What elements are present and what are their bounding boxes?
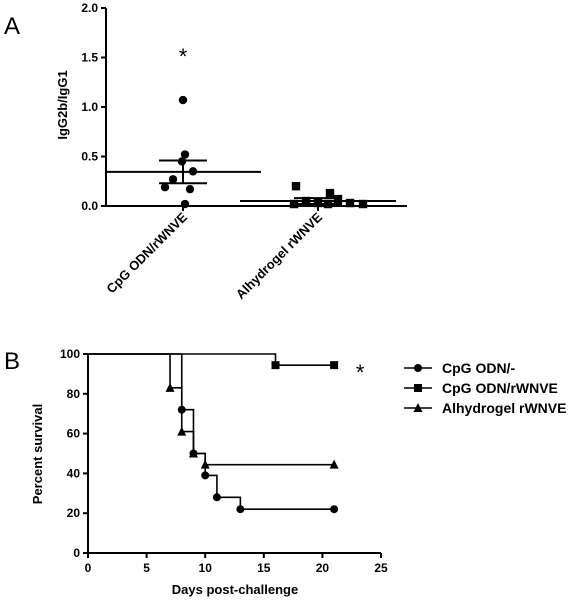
panel-a-data-point bbox=[325, 188, 335, 198]
panel-b-y-tick-label: 60 bbox=[67, 427, 81, 441]
panel-b-survival-curve bbox=[88, 353, 335, 466]
panel-a-x-tick-label: CpG ODN/rWNVE bbox=[103, 209, 190, 296]
panel-a-data-point bbox=[180, 150, 190, 159]
panel-b-x-tick-label: 15 bbox=[257, 561, 271, 575]
panel-a-data-point bbox=[345, 198, 355, 208]
panel-b-data-point bbox=[188, 448, 198, 458]
panel-a-data-point bbox=[180, 199, 190, 209]
panel-a-data-point bbox=[160, 182, 170, 192]
panel-a-y-axis-label: IgG2b/IgG1 bbox=[55, 70, 70, 139]
panel-b-y-tick-label: 80 bbox=[67, 387, 81, 401]
panel-a-data-point bbox=[178, 95, 188, 105]
panel-b-x-tick-label: 10 bbox=[199, 561, 213, 575]
panel-b-significance-marker: * bbox=[356, 360, 365, 385]
panel-b-y-tick-label: 20 bbox=[67, 506, 81, 520]
panel-b-y-tick-label: 0 bbox=[73, 546, 80, 560]
legend-label: CpG ODN/- bbox=[442, 360, 515, 376]
panel-b-data-point bbox=[271, 361, 280, 370]
panel-b-data-point bbox=[165, 382, 175, 392]
panel-a-y-tick-label: 1.5 bbox=[81, 51, 98, 65]
panel-a-label: A bbox=[4, 13, 20, 40]
panel-b-x-tick-label: 25 bbox=[374, 561, 388, 575]
panel-b-axes: 0 20 40 60 80 100 0 5 10 15 20 25 bbox=[60, 347, 388, 575]
panel-b-label: B bbox=[4, 348, 20, 375]
panel-b-y-axis-label: Percent survival bbox=[30, 404, 45, 504]
panel-b-x-tick-label: 5 bbox=[143, 561, 150, 575]
panel-b-y-tick-label: 100 bbox=[60, 347, 80, 361]
panel-b-y-tick-label: 40 bbox=[67, 466, 81, 480]
panel-a-marks: * bbox=[105, 44, 396, 209]
panel-a-data-point bbox=[291, 182, 301, 191]
panel-b-data-point bbox=[200, 459, 210, 469]
panel-b-data-point bbox=[330, 505, 339, 514]
panel-b-data-point bbox=[177, 426, 187, 436]
panel-b: B Percent survival Days post-challenge 0… bbox=[4, 347, 566, 597]
panel-a-y-tick-label: 2.0 bbox=[81, 1, 98, 15]
panel-b-data-point bbox=[201, 471, 210, 480]
panel-a-y-tick-label: 0.0 bbox=[81, 199, 98, 213]
panel-b-survival-curve bbox=[88, 353, 335, 366]
panel-a-axes: 0.0 0.5 1.0 1.5 2.0 CpG ODN/rWNVE Alhydrogel r… bbox=[81, 1, 407, 302]
panel-b-marks: * bbox=[88, 353, 365, 514]
panel-b-data-point bbox=[330, 361, 339, 370]
panel-b-x-axis-label: Days post-challenge bbox=[172, 582, 298, 597]
panel-a-y-tick-label: 1.0 bbox=[81, 100, 98, 114]
panel-a-data-point bbox=[168, 175, 178, 184]
panel-a: A IgG2b/IgG1 0.0 0.5 1.0 1.5 2.0 CpG ODN/rWNV… bbox=[4, 1, 407, 302]
legend-marker bbox=[414, 364, 422, 372]
legend-label: Alhydrogel rWNVE bbox=[442, 400, 566, 416]
panel-a-significance-marker: * bbox=[179, 44, 188, 69]
panel-b-legend: CpG ODN/- CpG ODN/rWNVE Alhydrogel rWNVE bbox=[404, 360, 566, 416]
panel-b-data-point bbox=[329, 459, 339, 469]
panel-b-data-point bbox=[212, 493, 221, 502]
panel-b-data-point bbox=[236, 505, 245, 514]
panel-b-x-tick-label: 0 bbox=[85, 561, 92, 575]
legend-label: CpG ODN/rWNVE bbox=[442, 380, 558, 396]
legend-marker bbox=[414, 384, 422, 392]
panel-a-data-point bbox=[358, 199, 368, 209]
panel-b-x-tick-label: 20 bbox=[316, 561, 330, 575]
panel-a-x-tick-label: Alhydrogel rWNVE bbox=[233, 209, 326, 302]
legend-marker bbox=[413, 403, 423, 412]
panel-b-survival-curve bbox=[88, 353, 335, 511]
panel-a-data-point bbox=[185, 184, 195, 194]
panel-a-y-tick-label: 0.5 bbox=[81, 150, 98, 164]
